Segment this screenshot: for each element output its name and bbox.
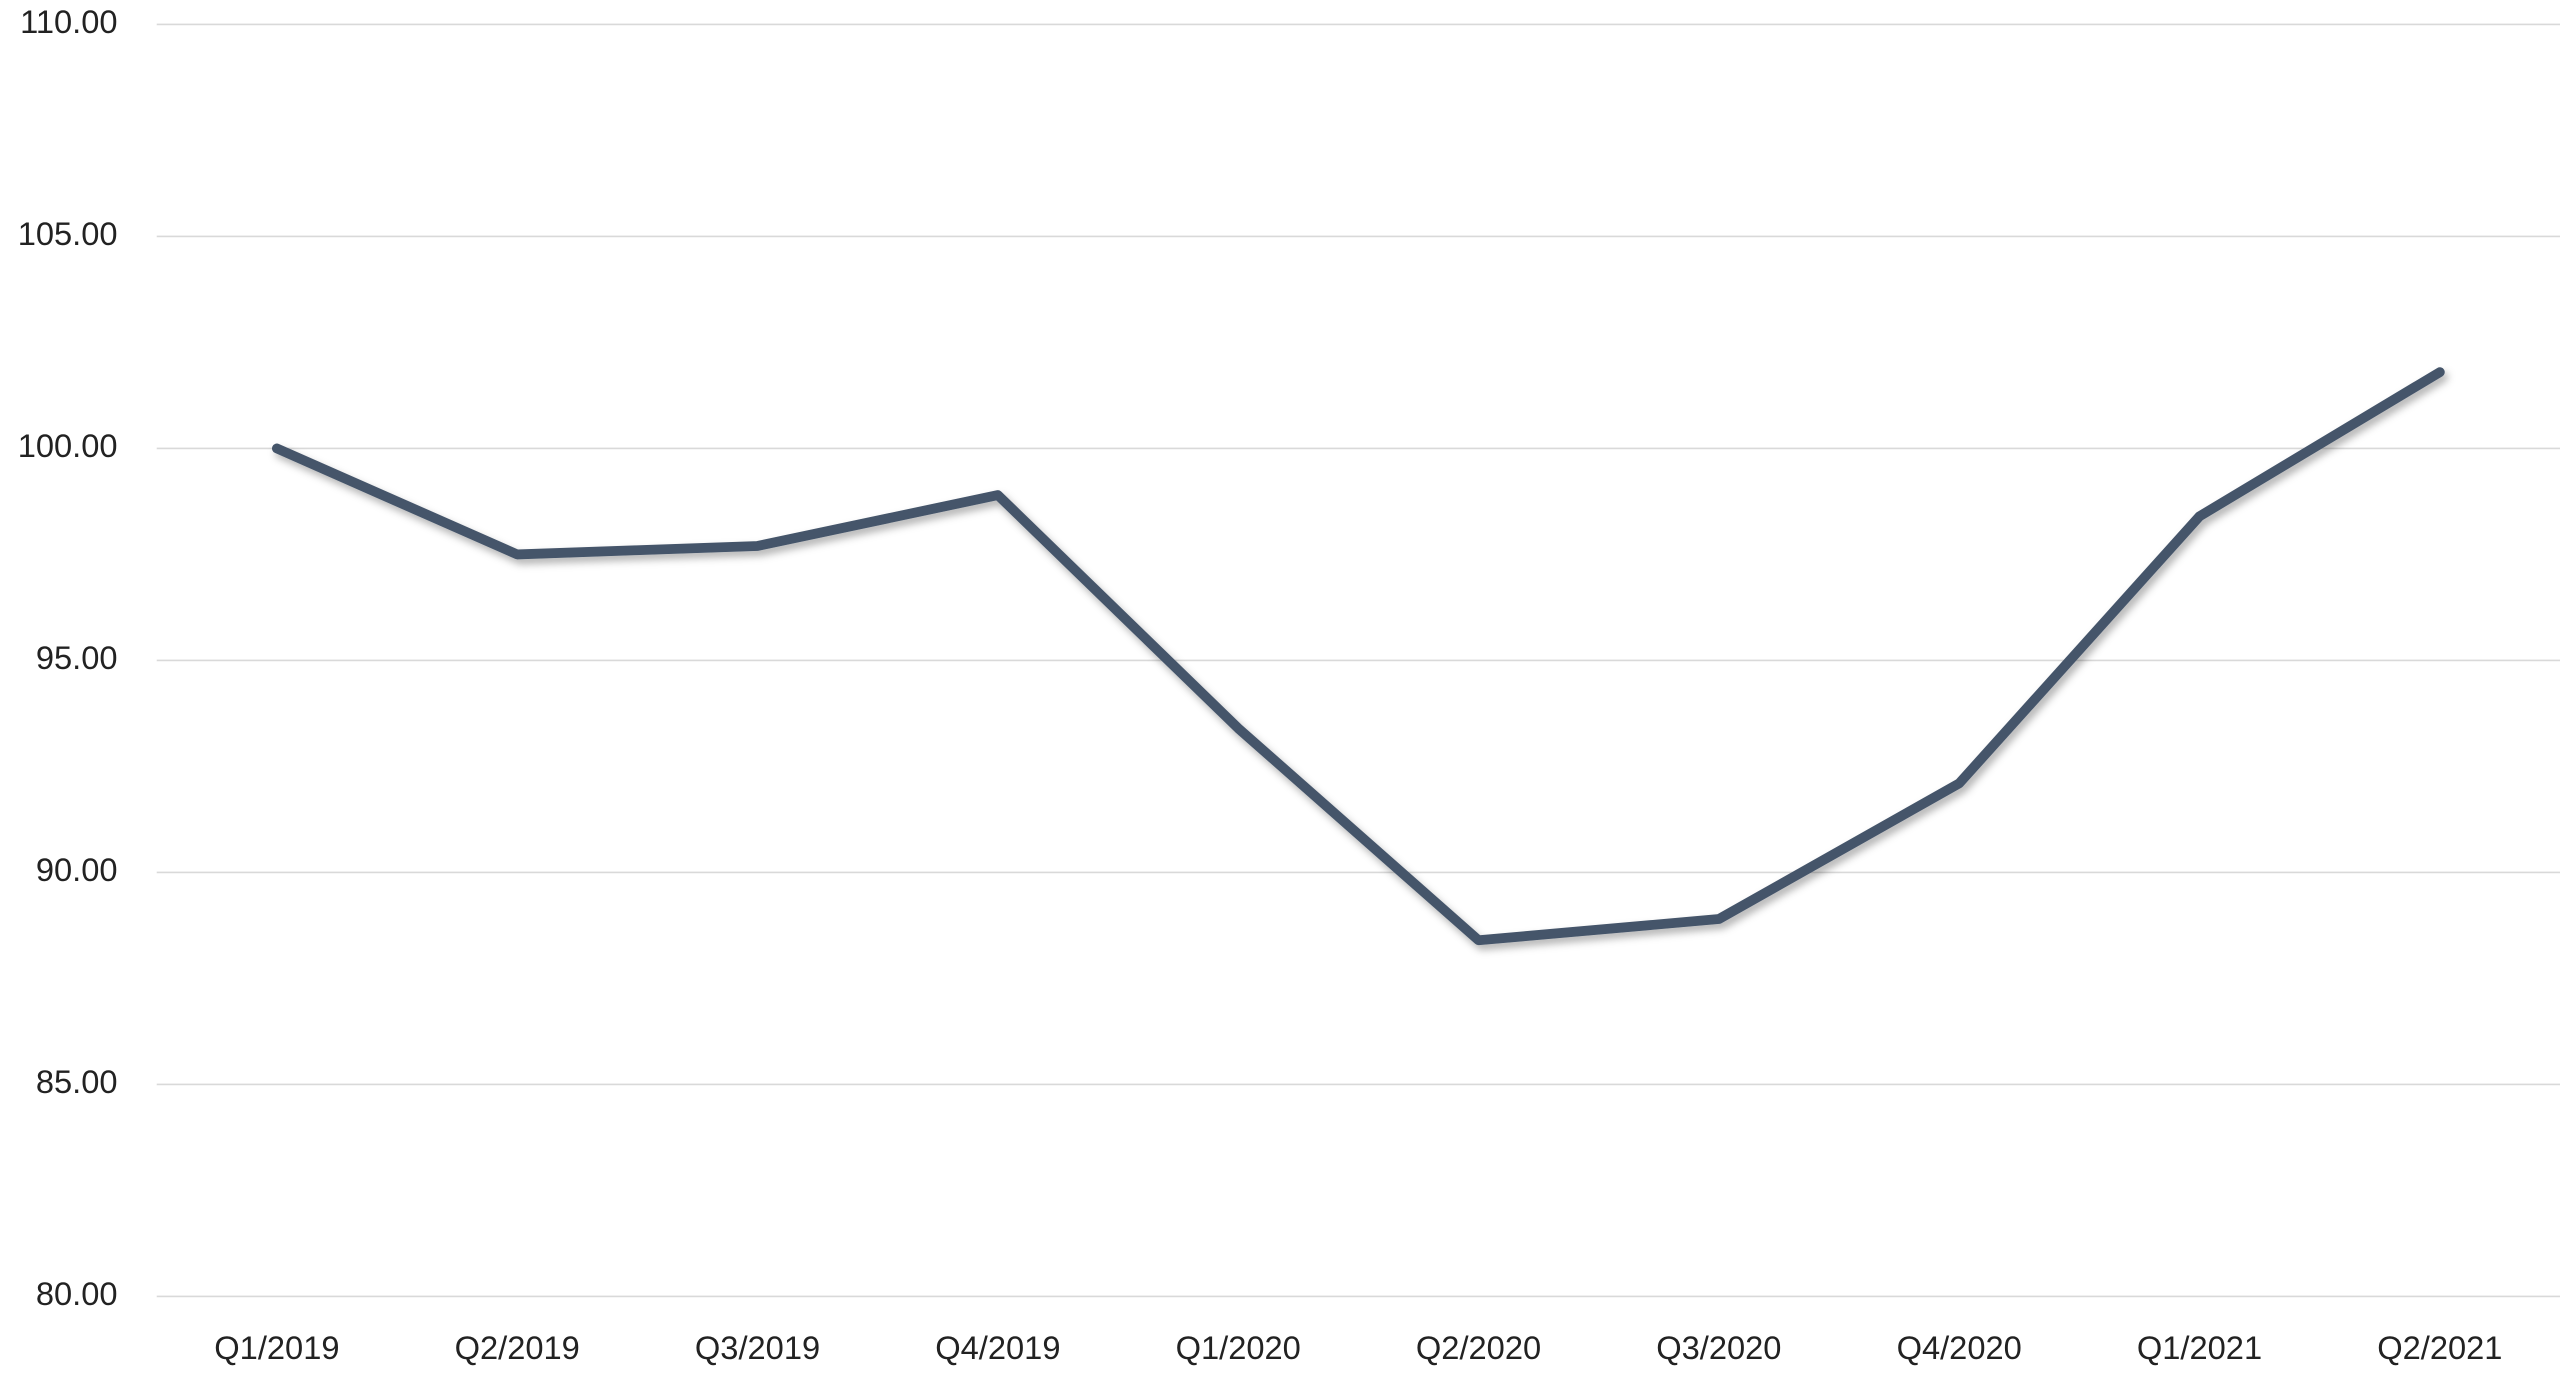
x-tick-label: Q1/2019 [214, 1329, 339, 1366]
y-tick-label: 100.00 [18, 427, 118, 464]
y-tick-label: 85.00 [36, 1063, 118, 1100]
x-tick-label: Q4/2019 [935, 1329, 1060, 1366]
x-tick-label: Q1/2021 [2137, 1329, 2262, 1366]
x-tick-label: Q3/2020 [1656, 1329, 1781, 1366]
y-tick-label: 95.00 [36, 639, 118, 676]
y-tick-label: 110.00 [20, 3, 117, 40]
y-tick-label: 105.00 [18, 215, 118, 252]
x-tick-label: Q2/2020 [1416, 1329, 1541, 1366]
x-tick-label: Q3/2019 [695, 1329, 820, 1366]
data-line [272, 367, 2445, 946]
x-tick-label: Q2/2019 [455, 1329, 580, 1366]
y-tick-label: 90.00 [36, 851, 118, 888]
y-tick-label: 80.00 [36, 1275, 118, 1312]
x-tick-label: Q1/2020 [1176, 1329, 1301, 1366]
x-tick-label: Q2/2021 [2377, 1329, 2502, 1366]
x-tick-label: Q4/2020 [1897, 1329, 2022, 1366]
